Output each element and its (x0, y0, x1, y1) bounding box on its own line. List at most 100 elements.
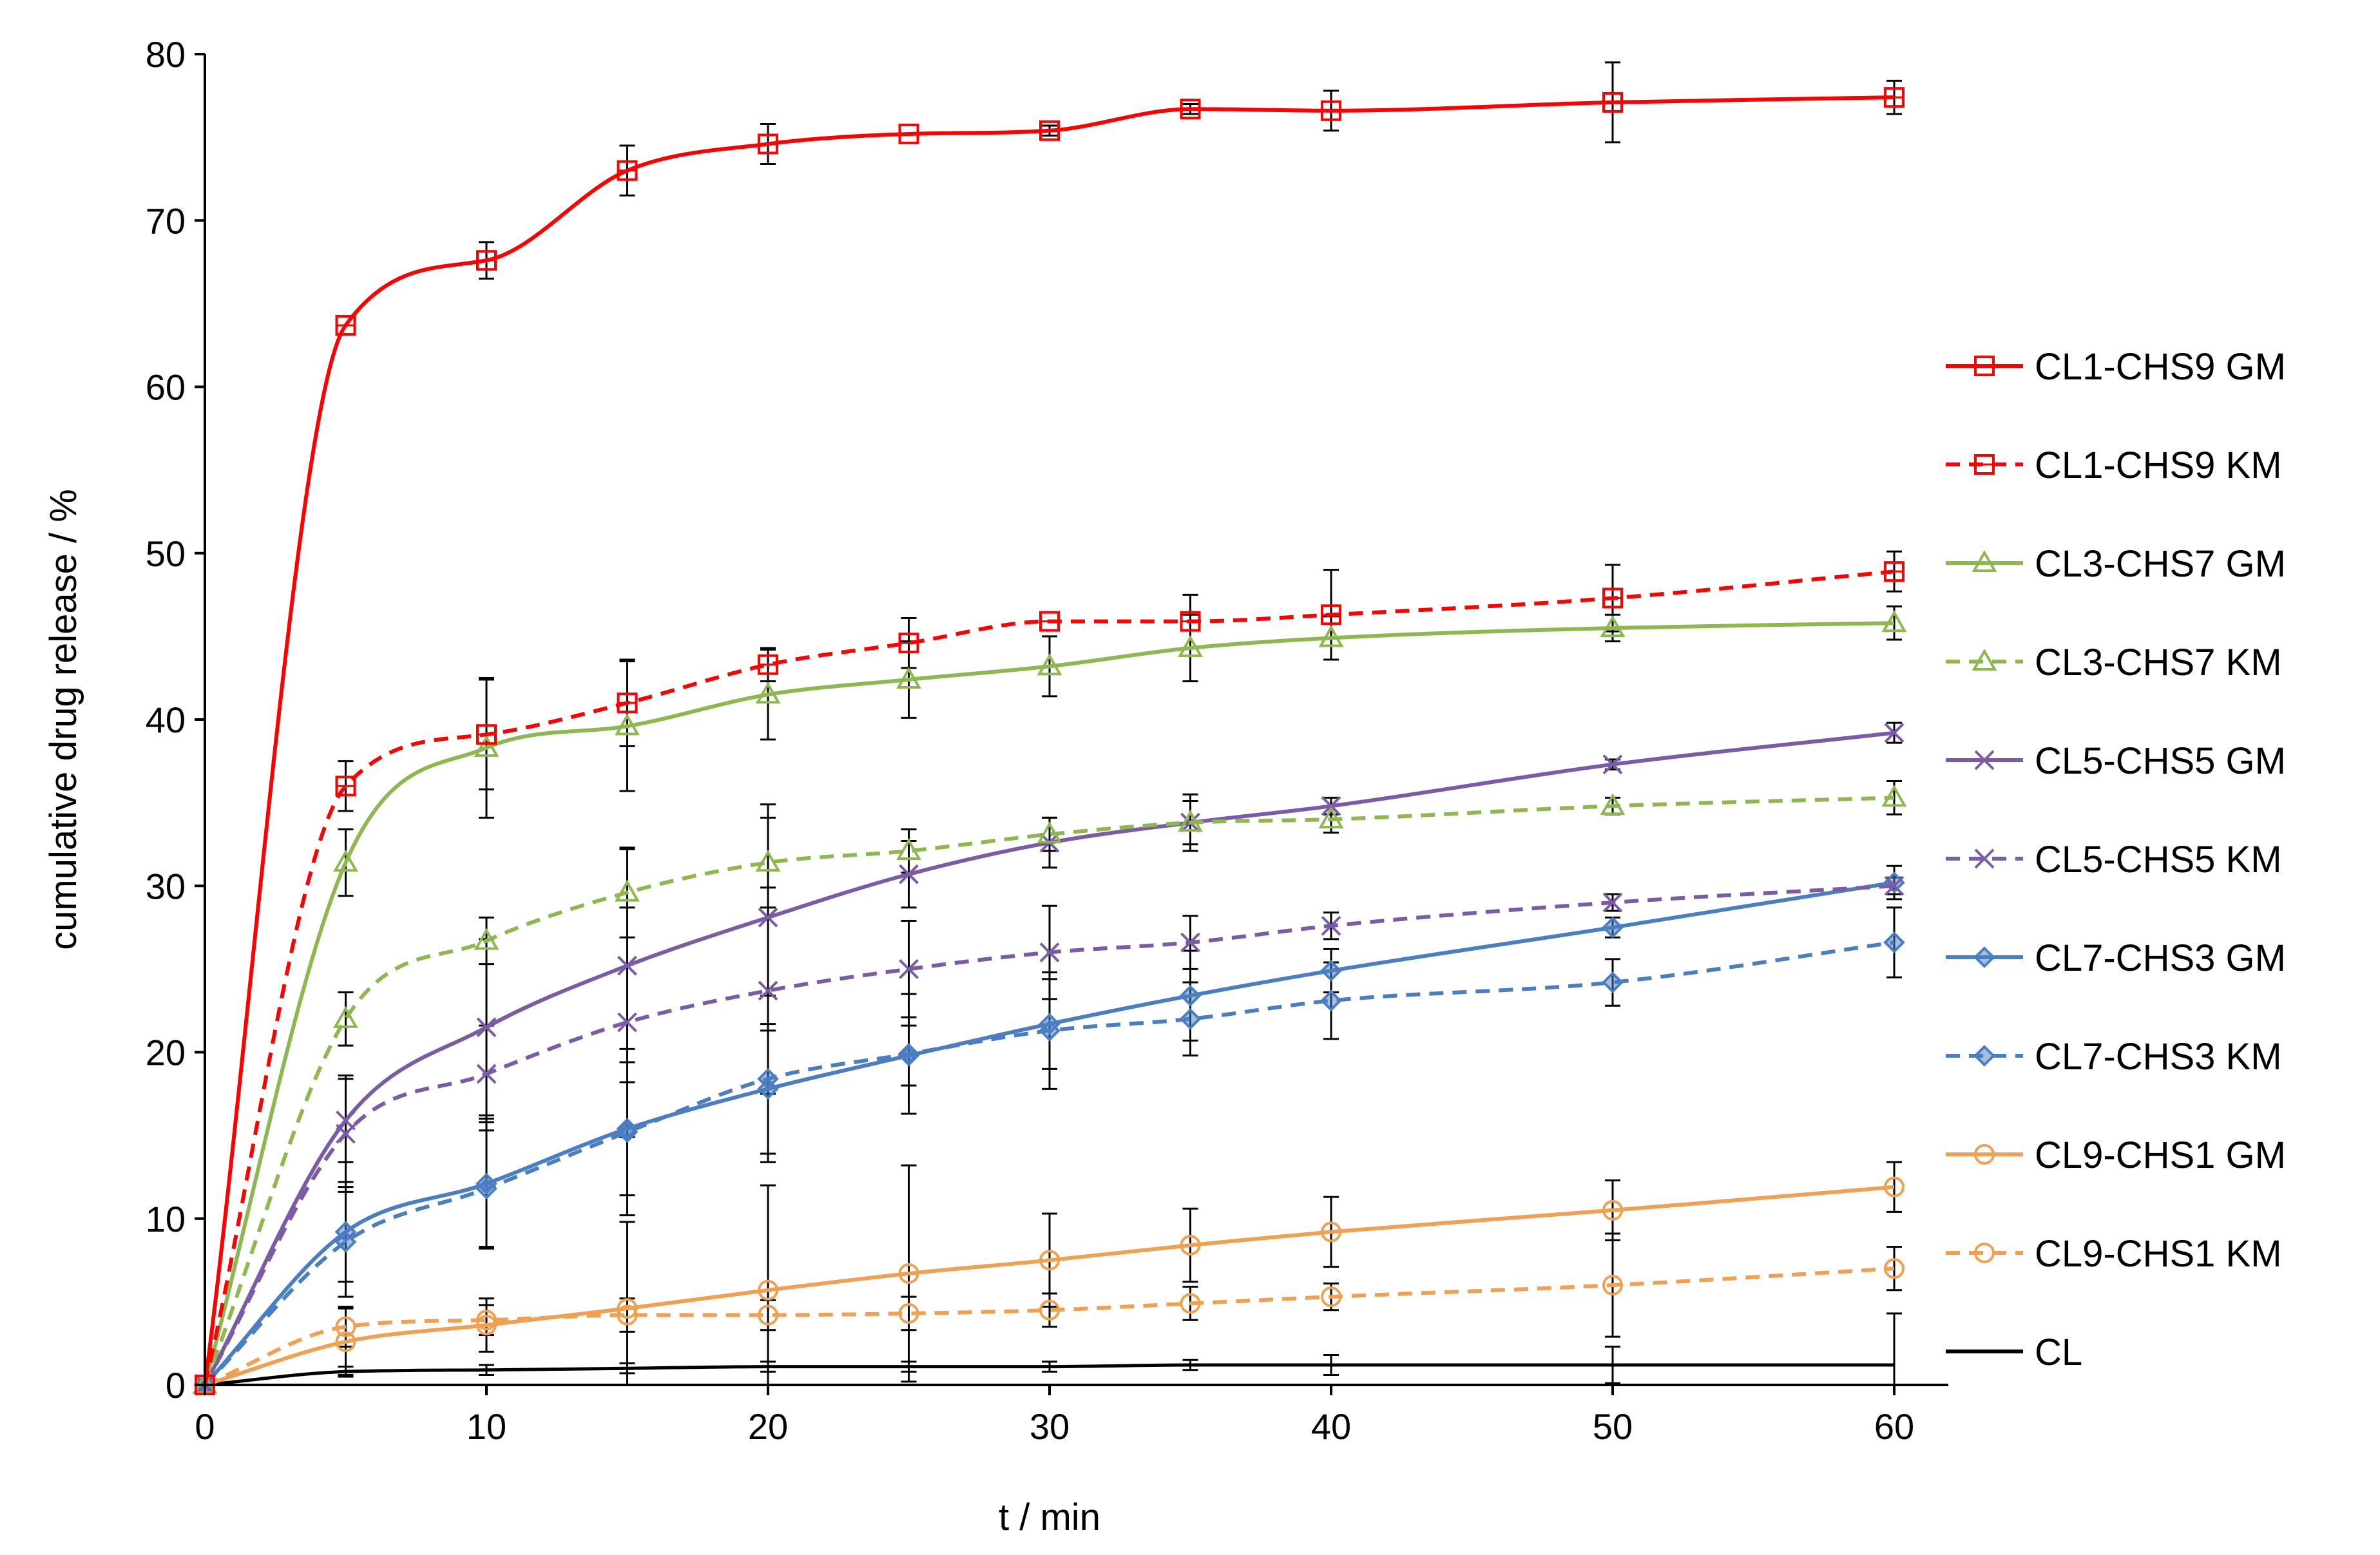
x-ticks: 0 10 20 30 40 50 60 (195, 1385, 1914, 1447)
data-point-cl3-chs7-km (1600, 793, 1626, 816)
data-point-cl7-chs3-km (1320, 989, 1342, 1012)
legend: CL1-CHS9 GM CL1-CHS9 KM CL3-CHS7 GM CL3-CHS… (1946, 346, 2286, 1373)
data-point-cl9-chs1-gm (1180, 1235, 1201, 1256)
legend-item-cl5-chs5-km: CL5-CHS5 KM (1946, 839, 2282, 881)
x-tick-label: 60 (1874, 1406, 1914, 1447)
legend-label-cl5-chs5-km: CL5-CHS5 KM (2035, 839, 2282, 881)
data-point-cl3-chs7-gm (1178, 634, 1203, 657)
data-point-cl9-chs1-gm (1321, 1221, 1341, 1243)
data-point-cl9-chs1-gm (1602, 1199, 1623, 1221)
legend-label-cl: CL (2035, 1331, 2082, 1373)
data-point-cl9-chs1-km (758, 1304, 778, 1326)
data-point-cl9-chs1-km (1602, 1275, 1623, 1296)
series-cl1-chs9-gm (195, 87, 1905, 1395)
data-point-cl5-chs5-gm (1884, 723, 1905, 743)
legend-marker-cl9-chs1-gm (1974, 1144, 1995, 1165)
data-point-cl7-chs3-gm (334, 1221, 357, 1243)
data-point-cl5-chs5-km (1180, 932, 1200, 953)
y-tick-label: 40 (146, 700, 186, 740)
data-point-cl3-chs7-gm (1600, 615, 1626, 637)
legend-item-cl: CL (1946, 1331, 2082, 1373)
data-point-cl3-chs7-km (1881, 785, 1907, 807)
data-point-cl3-chs7-km (896, 837, 921, 861)
data-point-cl5-chs5-gm (336, 1110, 356, 1130)
legend-item-cl3-chs7-km: CL3-CHS7 KM (1946, 642, 2282, 683)
legend-label-cl1-chs9-gm: CL1-CHS9 GM (2035, 346, 2286, 388)
data-point-cl5-chs5-km (758, 980, 778, 1001)
data-point-cl9-chs1-gm (617, 1298, 638, 1319)
data-point-cl5-chs5-km (476, 1064, 497, 1084)
legend-label-cl5-chs5-gm: CL5-CHS5 GM (2035, 740, 2286, 782)
data-point-cl5-chs5-km (617, 1012, 637, 1033)
legend-item-cl5-chs5-gm: CL5-CHS5 GM (1946, 740, 2286, 782)
data-point-cl7-chs3-gm (475, 1172, 497, 1195)
error-bars (338, 61, 1902, 1386)
legend-marker-cl7-chs3-gm (1973, 946, 1995, 968)
legend-label-cl1-chs9-km: CL1-CHS9 KM (2035, 444, 2282, 486)
data-point-cl9-chs1-gm (758, 1279, 778, 1301)
legend-marker-cl9-chs1-km (1974, 1243, 1995, 1263)
data-point-cl3-chs7-gm (615, 713, 640, 736)
series-cl (204, 1363, 1894, 1387)
data-point-cl3-chs7-km (1037, 821, 1062, 844)
data-point-cl9-chs1-km (1180, 1293, 1201, 1314)
legend-marker-cl3-chs7-km (1972, 648, 1997, 671)
data-point-cl9-chs1-gm (1039, 1250, 1060, 1271)
legend-marker-cl5-chs5-gm (1974, 750, 1995, 770)
legend-marker-cl5-chs5-km (1974, 848, 1995, 869)
data-point-cl9-chs1-km (1884, 1258, 1905, 1279)
data-point-cl9-chs1-km (335, 1316, 356, 1337)
data-point-cl3-chs7-gm (333, 850, 358, 872)
y-ticks: 0 10 20 30 40 50 60 70 80 (146, 34, 205, 1406)
data-point-cl3-chs7-km (1318, 806, 1344, 828)
x-tick-label: 0 (195, 1406, 215, 1447)
legend-label-cl9-chs1-gm: CL9-CHS1 GM (2035, 1134, 2286, 1176)
data-point-cl9-chs1-km (1321, 1286, 1341, 1308)
data-point-cl5-chs5-gm (1321, 796, 1341, 816)
legend-item-cl7-chs3-km: CL7-CHS3 KM (1946, 1036, 2282, 1078)
legend-item-cl3-chs7-gm: CL3-CHS7 GM (1946, 543, 2286, 585)
data-point-cl3-chs7-gm (755, 682, 781, 704)
series-line-cl (204, 1363, 1894, 1387)
data-point-cl5-chs5-gm (476, 1017, 497, 1038)
series-line-cl9-chs1-km (204, 1266, 1895, 1387)
data-point-cl3-chs7-km (333, 1006, 358, 1028)
legend-item-cl7-chs3-gm: CL7-CHS3 GM (1946, 937, 2286, 979)
y-tick-label: 0 (166, 1365, 186, 1406)
x-axis-title: t / min (999, 1496, 1100, 1538)
series-line-cl3-chs7-gm (203, 621, 1895, 1386)
data-point-cl9-chs1-km (1039, 1299, 1060, 1321)
series-line-cl1-chs9-gm (203, 95, 1895, 1386)
data-point-cl3-chs7-km (615, 879, 640, 902)
data-point-cl7-chs3-gm (616, 1118, 638, 1140)
data-point-cl3-chs7-gm (1881, 610, 1907, 633)
y-tick-label: 50 (146, 533, 186, 574)
legend-label-cl9-chs1-km: CL9-CHS1 KM (2035, 1233, 2282, 1275)
data-point-cl5-chs5-km (1602, 892, 1623, 913)
data-point-cl5-chs5-gm (899, 864, 919, 884)
data-point-cl9-chs1-gm (335, 1331, 356, 1352)
series-cl3-chs7-gm (192, 610, 1907, 1394)
legend-label-cl3-chs7-gm: CL3-CHS7 GM (2035, 543, 2286, 585)
data-point-cl5-chs5-gm (758, 907, 778, 928)
data-point-cl7-chs3-km (1179, 1008, 1202, 1030)
data-point-cl7-chs3-gm (1602, 916, 1624, 939)
legend-label-cl3-chs7-km: CL3-CHS7 KM (2035, 642, 2282, 683)
plot-area (192, 61, 1907, 1396)
legend-item-cl1-chs9-gm: CL1-CHS9 GM (1946, 346, 2286, 388)
x-tick-label: 40 (1311, 1406, 1351, 1447)
data-point-cl5-chs5-gm (617, 955, 637, 976)
legend-item-cl9-chs1-km: CL9-CHS1 KM (1946, 1233, 2282, 1275)
data-point-cl3-chs7-km (1178, 810, 1203, 832)
data-point-cl7-chs3-gm (1883, 872, 1905, 893)
data-point-cl9-chs1-gm (898, 1263, 919, 1284)
series-line-cl3-chs7-km (203, 796, 1895, 1386)
y-tick-label: 70 (146, 200, 186, 241)
y-tick-label: 60 (146, 367, 186, 408)
data-point-cl9-chs1-gm (476, 1315, 497, 1336)
legend-label-cl7-chs3-km: CL7-CHS3 KM (2035, 1036, 2282, 1078)
data-point-cl3-chs7-gm (1037, 653, 1062, 676)
data-point-cl5-chs5-km (1321, 915, 1341, 936)
legend-marker-cl3-chs7-gm (1972, 549, 1997, 572)
